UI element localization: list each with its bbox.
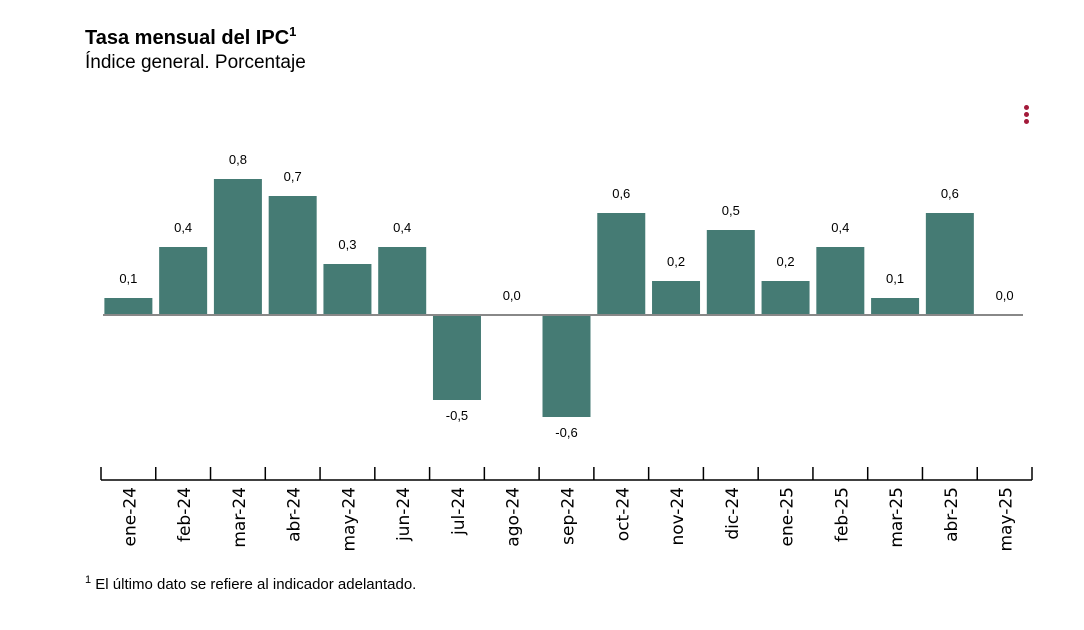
x-tick-label: mar-24 [230, 487, 250, 548]
chart-subtitle: Índice general. Porcentaje [85, 52, 306, 73]
x-tick-label: nov-24 [668, 487, 688, 546]
bar [432, 315, 481, 400]
data-label: 0,1 [886, 271, 904, 286]
x-tick-label: ago-24 [504, 487, 524, 547]
data-label: 0,2 [777, 254, 795, 269]
data-label: 0,2 [667, 254, 685, 269]
menu-dot [1023, 105, 1029, 110]
data-label: 0,5 [722, 203, 740, 218]
x-tick-label: jun-24 [394, 487, 414, 542]
data-label: 0,6 [612, 186, 630, 201]
title-footnote-marker: 1 [289, 24, 297, 39]
x-tick-label: mar-25 [887, 487, 907, 548]
bar [761, 281, 810, 315]
data-label: 0,0 [503, 288, 521, 303]
data-label: 0,3 [338, 237, 356, 252]
bar [268, 196, 317, 315]
chart-title: Tasa mensual del IPC1 [85, 24, 296, 50]
menu-dot [1023, 112, 1029, 117]
bar [816, 247, 865, 315]
x-tick-label: jul-24 [449, 487, 469, 536]
bar [652, 281, 701, 315]
bar [597, 213, 646, 315]
data-label: 0,4 [393, 220, 411, 235]
data-label: 0,8 [229, 152, 247, 167]
bar [542, 315, 591, 417]
x-tick-label: ene-25 [778, 487, 798, 546]
bar [323, 264, 372, 315]
bar [871, 298, 920, 315]
bar [213, 179, 262, 315]
data-label: 0,4 [831, 220, 849, 235]
x-tick-label: dic-24 [723, 487, 743, 540]
x-tick-label: may-25 [997, 487, 1017, 552]
data-label: 0,1 [119, 271, 137, 286]
bar [706, 230, 755, 315]
x-tick-label: may-24 [339, 487, 359, 552]
x-tick-label: feb-25 [832, 487, 852, 542]
x-tick-label: sep-24 [559, 487, 579, 545]
x-tick-label: abr-25 [942, 487, 962, 542]
x-tick-label: ene-24 [120, 487, 140, 546]
chart-title-text: Tasa mensual del IPC [85, 27, 290, 49]
data-label: 0,4 [174, 220, 192, 235]
bar [378, 247, 427, 315]
footnote-marker: 1 [85, 574, 92, 586]
data-label: -0,5 [446, 408, 468, 423]
data-label: 0,0 [996, 288, 1014, 303]
data-label: 0,6 [941, 186, 959, 201]
data-label: 0,7 [284, 169, 302, 184]
kebab-menu-icon[interactable] [1022, 105, 1030, 127]
x-tick-label: abr-24 [285, 487, 305, 542]
bar [104, 298, 153, 315]
footnote-text: El último dato se refiere al indicador a… [95, 576, 417, 593]
footnote: 1 El último dato se refiere al indicador… [85, 574, 416, 593]
bar [925, 213, 974, 315]
x-tick-label: feb-24 [175, 487, 195, 542]
menu-dot [1023, 119, 1029, 124]
bar [159, 247, 208, 315]
data-label: -0,6 [555, 425, 577, 440]
x-tick-label: oct-24 [613, 487, 633, 541]
